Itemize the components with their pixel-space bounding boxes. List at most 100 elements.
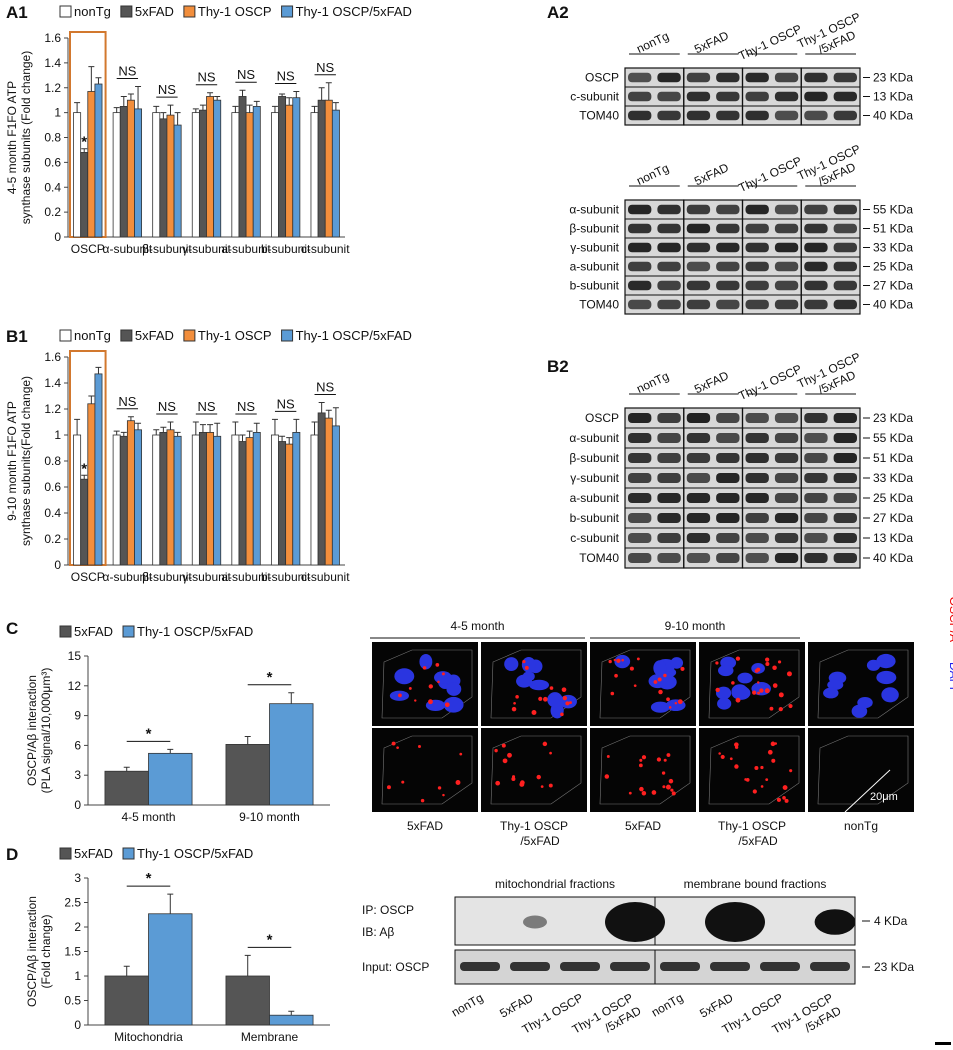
x-tick-label: OSCP: [71, 242, 105, 256]
kda-label: 33 KDa: [873, 471, 913, 485]
y-tick-label: 1.4: [44, 56, 61, 70]
bar: [166, 429, 175, 566]
legend-swatch: [59, 847, 72, 860]
band: [833, 513, 857, 523]
pla-dot: [442, 793, 445, 797]
x-tick-label: Membrane: [241, 1030, 299, 1044]
pla-dot: [629, 666, 634, 671]
y-tick-label: 0: [74, 798, 81, 812]
row-label: c-subunit: [570, 90, 619, 104]
error-bar: [232, 421, 239, 435]
lane-group-label: nonTg: [634, 161, 671, 188]
pla-dot: [538, 696, 543, 701]
bar: [310, 434, 319, 566]
band: [810, 962, 850, 971]
row-label: β-subunit: [569, 451, 619, 465]
error-bar: [160, 112, 167, 119]
band: [833, 242, 857, 253]
x-tick-label: c-subunit: [301, 242, 350, 256]
pla-dot: [782, 796, 786, 800]
band: [774, 261, 799, 272]
band: [705, 902, 765, 942]
bar: [213, 435, 222, 566]
column-label: 5xFAD: [625, 819, 661, 833]
band: [657, 433, 681, 443]
bar: [252, 106, 261, 238]
error-bar: [332, 407, 339, 426]
x-tick-label: c-subunit: [301, 570, 350, 584]
band: [686, 72, 711, 83]
pla-dot: [437, 786, 442, 790]
lane-group-label: 5xFAD: [692, 160, 731, 188]
x-tick-label: β-subunit: [142, 242, 192, 256]
legend-swatch: [120, 5, 133, 18]
band: [716, 72, 740, 83]
bar: [245, 437, 254, 566]
pla-dot: [756, 667, 761, 672]
band: [628, 453, 652, 463]
x-tick-label: γ-subunit: [182, 570, 231, 584]
band: [774, 299, 799, 310]
pla-dot: [754, 766, 759, 771]
nucleus: [653, 660, 667, 676]
legend-swatch: [122, 625, 135, 638]
pla-dot: [765, 657, 770, 662]
bar: [191, 112, 200, 238]
pla-dot: [757, 691, 760, 695]
band: [774, 413, 799, 423]
band: [660, 962, 700, 971]
pla-dot: [767, 749, 773, 755]
significance: NS: [158, 399, 176, 414]
error-bar: [214, 422, 221, 437]
y-tick-label: 15: [68, 649, 82, 663]
micrograph-box: [599, 735, 691, 805]
bar: [225, 744, 270, 806]
band: [657, 280, 681, 291]
micrograph: [699, 642, 805, 726]
band: [716, 433, 740, 443]
y-tick-label: 1.6: [44, 350, 61, 364]
bar: [119, 106, 128, 238]
y-axis-label: OSCP/Aβ interaction: [25, 675, 39, 786]
y-tick-label: 1: [54, 428, 61, 442]
band: [745, 242, 769, 253]
y-tick-label: 2: [74, 920, 81, 934]
band: [560, 962, 600, 971]
y-tick-label: 0: [54, 230, 61, 244]
error-bar: [232, 105, 239, 113]
pla-dot: [735, 656, 741, 661]
nucleus: [657, 674, 677, 690]
bar: [317, 412, 326, 566]
pla-dot: [507, 752, 512, 758]
kda-label: 4 KDa: [874, 914, 908, 928]
band: [686, 553, 711, 563]
column-label: /5xFAD: [738, 834, 778, 848]
bar: [324, 417, 333, 566]
x-tick-label: α-subunit: [103, 242, 153, 256]
error-bar: [160, 426, 167, 433]
y-tick-label: 0.6: [44, 480, 61, 494]
pla-dot: [662, 785, 666, 789]
band: [657, 299, 681, 310]
bar: [331, 109, 340, 238]
row-label: TOM40: [579, 298, 619, 312]
band: [833, 91, 857, 102]
y-tick-label: 0.4: [44, 506, 61, 520]
band: [628, 413, 652, 423]
legend-label: Thy-1 OSCP/5xFAD: [296, 4, 412, 19]
error-bar: [207, 92, 214, 97]
micrograph: [590, 642, 696, 726]
pla-dot: [495, 780, 501, 786]
bar: [112, 434, 121, 566]
nucleus: [614, 654, 631, 669]
bar: [73, 434, 82, 566]
band: [760, 962, 800, 971]
row-label: TOM40: [579, 109, 619, 123]
pla-dot: [639, 758, 643, 762]
error-bar: [174, 431, 181, 437]
band: [804, 413, 828, 423]
nucleus: [434, 671, 452, 684]
nucleus: [516, 674, 533, 688]
error-bar: [88, 66, 95, 92]
